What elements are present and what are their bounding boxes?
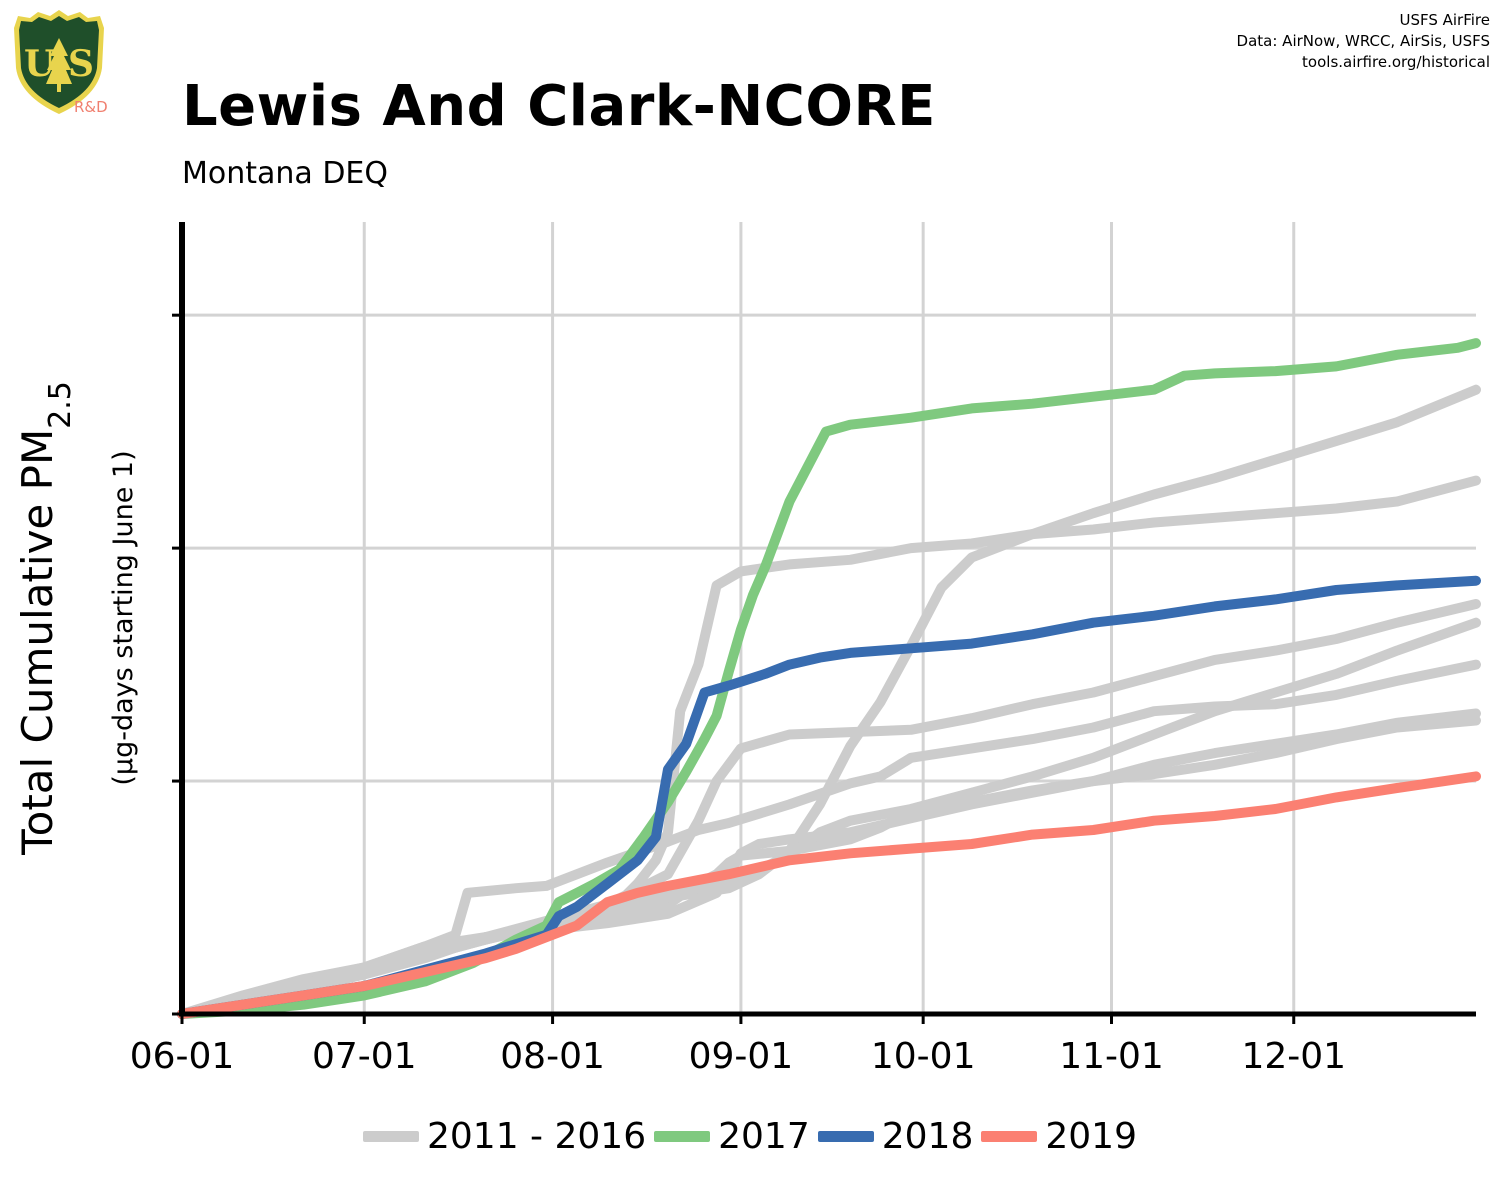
x-tick-label: 06-01	[130, 1036, 235, 1077]
legend-label: 2011 - 2016	[427, 1116, 647, 1157]
axes	[172, 222, 1476, 1024]
legend-swatch	[363, 1131, 419, 1142]
legend-item-2011-2016: 2011 - 2016	[363, 1116, 646, 1157]
y-axis-label-main: Total Cumulative PM	[13, 429, 62, 856]
legend-label: 2017	[718, 1116, 810, 1157]
legend-label: 2019	[1045, 1116, 1137, 1157]
x-tick-label: 11-01	[1059, 1036, 1164, 1077]
series-group	[177, 338, 1481, 1019]
chart-subtitle: Montana DEQ	[182, 156, 389, 191]
legend-item-2017: 2017	[654, 1116, 810, 1157]
series-line-2017	[177, 338, 1481, 1019]
y-axis-label: Total Cumulative PM2.5	[13, 381, 78, 856]
x-tick-label: 09-01	[689, 1036, 794, 1077]
legend-swatch	[817, 1131, 874, 1142]
x-tick-label: 10-01	[871, 1036, 976, 1077]
credits: USFS AirFire Data: AirNow, WRCC, AirSis,…	[1237, 10, 1490, 73]
credit-line: Data: AirNow, WRCC, AirSis, USFS	[1236, 32, 1490, 50]
y-axis-secondary-label: (µg-days starting June 1)	[108, 450, 139, 785]
series-line-2019	[177, 771, 1481, 1019]
legend-swatch	[981, 1131, 1038, 1142]
legend: 2011 - 2016 2017 2018 2019	[0, 1116, 1500, 1157]
x-tick-label: 12-01	[1241, 1036, 1346, 1077]
x-tick-label: 07-01	[312, 1036, 417, 1077]
credit-line: USFS AirFire	[1399, 11, 1490, 29]
legend-label: 2018	[881, 1116, 974, 1157]
chart-title: Lewis And Clark-NCORE	[182, 74, 936, 139]
legend-item-2019: 2019	[981, 1116, 1137, 1157]
legend-item-2018: 2018	[817, 1116, 974, 1157]
legend-swatch	[654, 1131, 711, 1142]
forest-service-logo: U S	[14, 10, 104, 114]
grid	[182, 222, 1476, 1014]
credit-line: tools.airfire.org/historical	[1302, 53, 1490, 71]
x-tick-label: 08-01	[500, 1036, 605, 1077]
tick-labels: 06-01 07-01 08-01 09-01 10-01 11-01 12-01	[130, 1036, 1346, 1077]
logo-rd-label: R&D	[74, 98, 108, 116]
series-line-2011-2016	[177, 617, 1481, 1019]
y-axis-label-subscript: 2.5	[43, 381, 78, 429]
